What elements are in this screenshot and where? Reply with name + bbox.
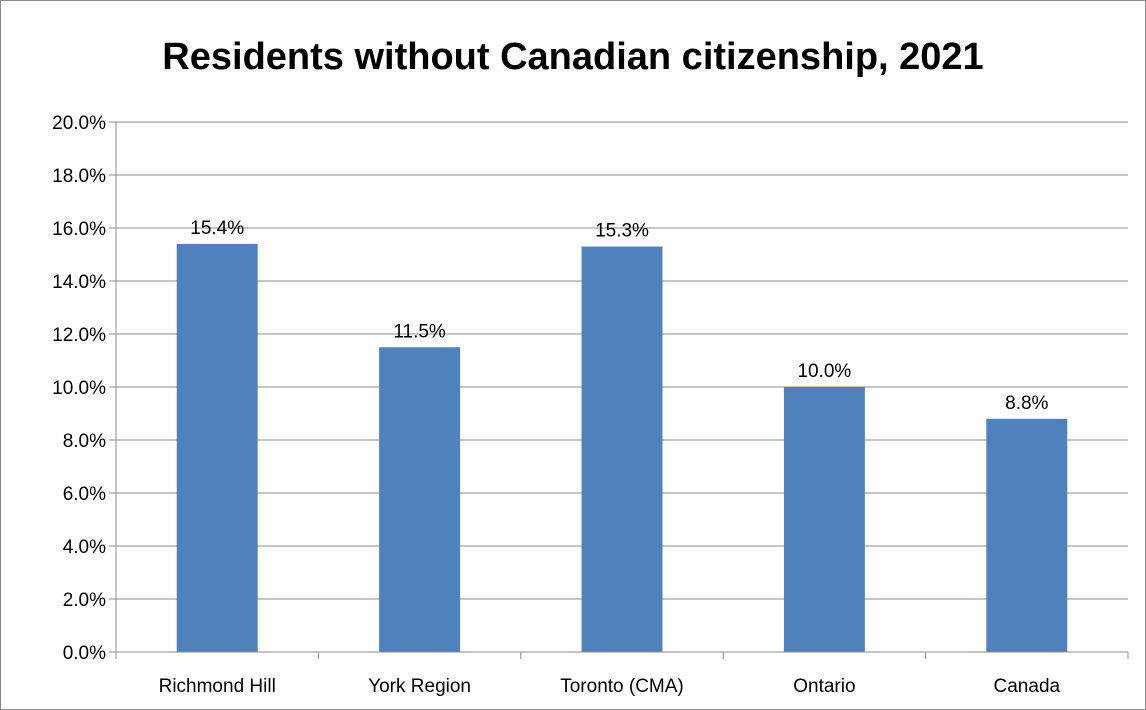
bar [581, 246, 663, 653]
bar [986, 418, 1068, 652]
bar [176, 243, 258, 652]
y-tick-label: 18.0% [52, 166, 106, 187]
y-tick-label: 16.0% [52, 219, 106, 240]
axes [109, 121, 1129, 659]
y-tick-label: 4.0% [63, 537, 106, 558]
data-label: 15.4% [190, 218, 244, 239]
data-label: 8.8% [1005, 393, 1048, 414]
x-category-label: Toronto (CMA) [560, 676, 684, 697]
bars [176, 243, 1068, 653]
y-tick-label: 0.0% [63, 643, 106, 664]
bar [783, 387, 865, 652]
data-label: 10.0% [797, 361, 851, 382]
chart-title: Residents without Canadian citizenship, … [162, 36, 984, 78]
y-tick-label: 12.0% [52, 325, 106, 346]
labels: 0.0% 2.0% 4.0% 6.0% 8.0% 10.0% 12.0% 14.0% 16.0%… [52, 113, 1060, 697]
y-tick-label: 2.0% [63, 590, 106, 611]
bar [379, 347, 461, 652]
y-tick-label: 6.0% [63, 484, 106, 505]
y-tick-label: 14.0% [52, 272, 106, 293]
x-category-label: Richmond Hill [159, 676, 276, 697]
y-tick-label: 8.0% [63, 431, 106, 452]
y-tick-label: 10.0% [52, 378, 106, 399]
x-category-label: York Region [368, 676, 471, 697]
data-label: 11.5% [393, 321, 446, 342]
data-label: 15.3% [595, 221, 649, 242]
x-category-label: Ontario [793, 676, 855, 697]
x-category-label: Canada [994, 676, 1061, 697]
y-tick-label: 20.0% [52, 113, 106, 134]
